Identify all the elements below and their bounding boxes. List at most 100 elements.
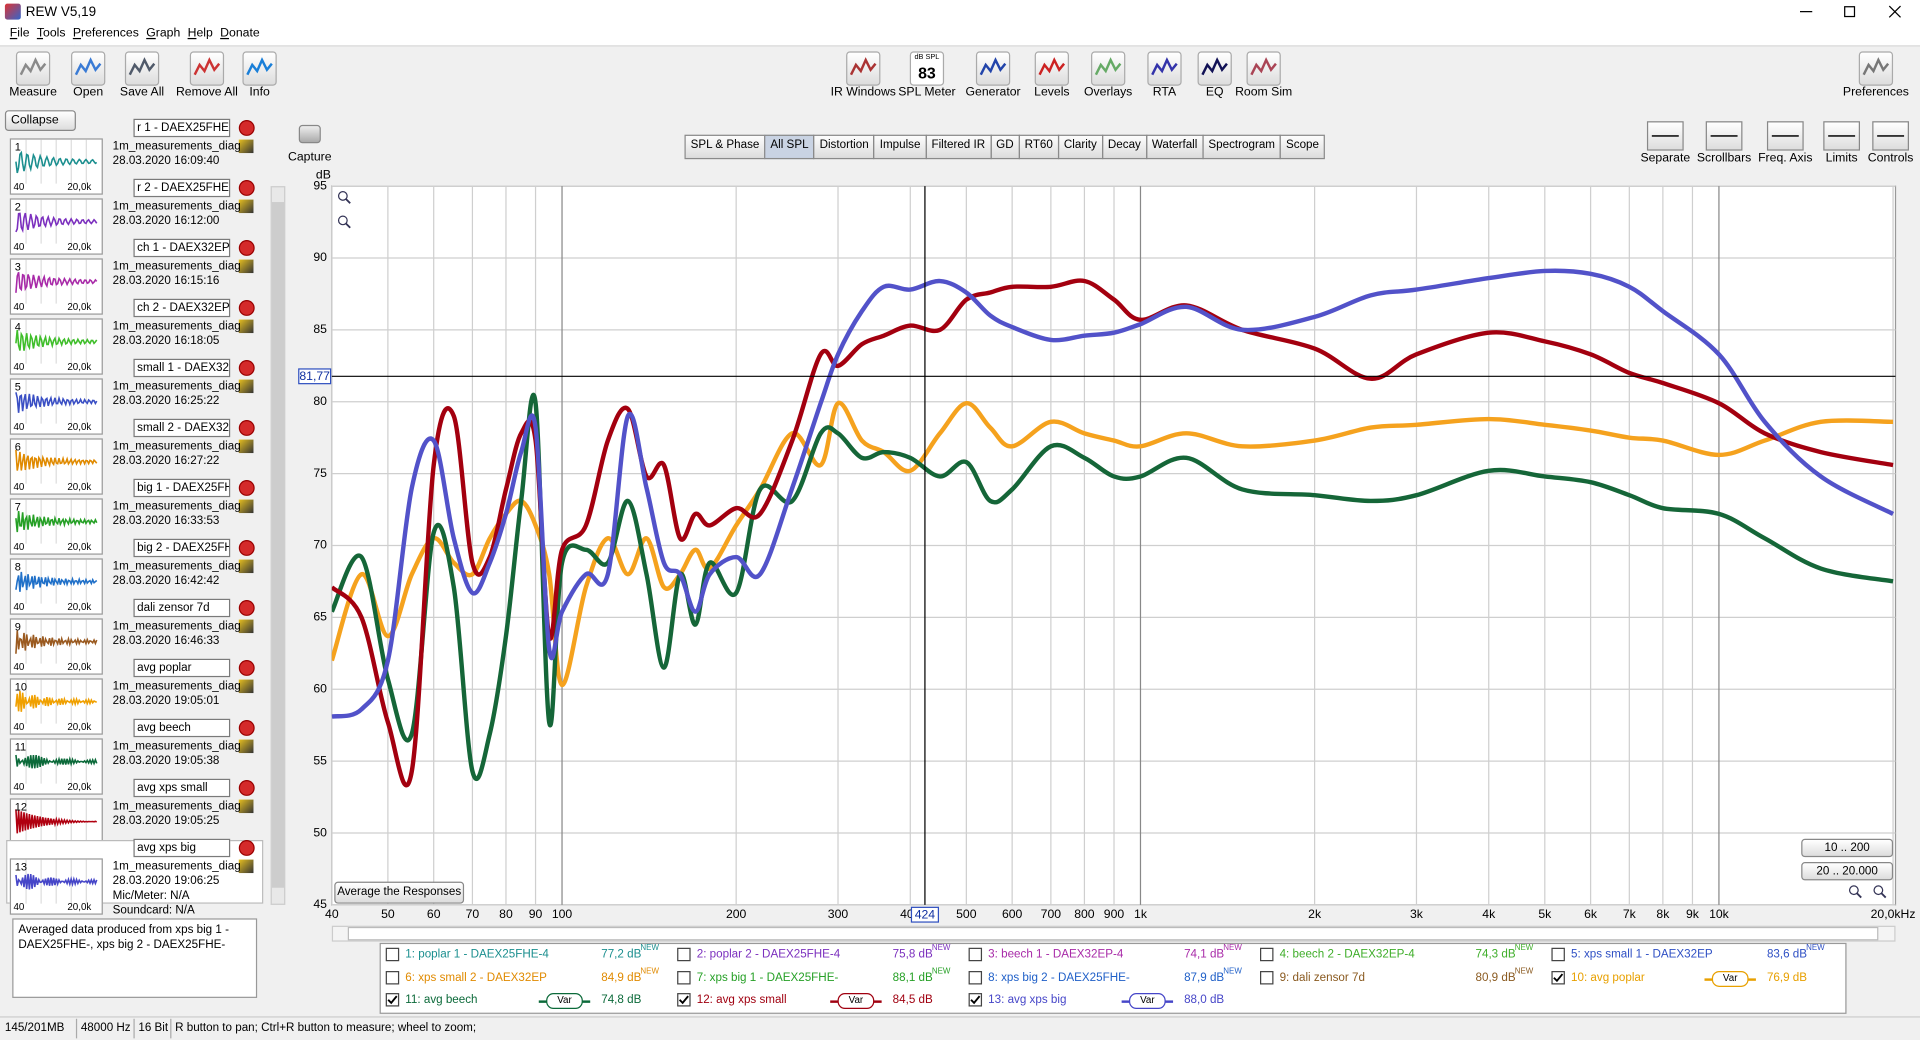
thumbnail[interactable]: 10 40 20,0k <box>9 678 103 735</box>
menu-item[interactable]: Graph <box>146 26 181 41</box>
name-field[interactable]: big 2 - DAEX25FHE- <box>133 538 231 558</box>
tool-button[interactable]: Freq. Axis <box>1751 121 1820 168</box>
checkbox[interactable] <box>968 970 983 984</box>
remove-button[interactable] <box>238 120 255 136</box>
var-badge[interactable]: Var <box>546 993 583 1009</box>
plot-scroll-thumb[interactable] <box>347 926 1879 941</box>
checkbox[interactable] <box>385 993 400 1007</box>
tab[interactable]: Impulse <box>873 134 927 160</box>
toolbar-button[interactable]: Preferences <box>1842 51 1911 107</box>
name-field[interactable]: small 2 - DAEX32EP <box>133 418 231 438</box>
var-badge[interactable]: Var <box>1128 993 1166 1009</box>
toolbar-button[interactable]: Remove All <box>173 51 242 107</box>
name-field[interactable]: avg beech <box>133 718 231 738</box>
remove-button[interactable] <box>238 780 255 796</box>
info-icon[interactable] <box>238 799 254 814</box>
remove-button[interactable] <box>238 660 255 676</box>
name-field[interactable]: avg xps small <box>133 778 231 798</box>
range-button[interactable]: 20 .. 20.000 <box>1801 862 1894 881</box>
toolbar-button[interactable]: dB SPL 83 SPL Meter <box>893 51 962 107</box>
info-icon[interactable] <box>238 199 254 214</box>
thumbnail[interactable]: 5 40 20,0k <box>9 378 103 435</box>
remove-button[interactable] <box>238 420 255 436</box>
tab[interactable]: Filtered IR <box>925 134 992 160</box>
checkbox[interactable] <box>677 993 691 1007</box>
info-icon[interactable] <box>238 139 254 154</box>
tool-button[interactable]: Controls <box>1856 121 1920 168</box>
tab[interactable]: Decay <box>1101 134 1147 160</box>
remove-button[interactable] <box>238 360 255 376</box>
info-icon[interactable] <box>238 859 254 874</box>
remove-button[interactable] <box>238 180 255 196</box>
toolbar-button[interactable]: Info <box>225 51 294 107</box>
thumbnail[interactable]: 7 40 20,0k <box>9 498 103 555</box>
toolbar-button[interactable]: Generator <box>959 51 1028 107</box>
remove-button[interactable] <box>238 540 255 556</box>
thumbnail[interactable]: 9 40 20,0k <box>9 618 103 675</box>
minimize-button[interactable] <box>1800 11 1813 13</box>
toolbar-button[interactable]: Open <box>54 51 123 107</box>
tab[interactable]: GD <box>990 134 1020 160</box>
tab[interactable]: RT60 <box>1018 134 1059 160</box>
var-badge[interactable]: Var <box>837 993 875 1009</box>
name-field[interactable]: ch 2 - DAEX32EP-4 <box>133 298 231 318</box>
tab[interactable]: Scope <box>1279 134 1326 160</box>
checkbox[interactable] <box>1260 970 1274 984</box>
toolbar-button[interactable]: RTA <box>1130 51 1199 107</box>
checkbox[interactable] <box>968 993 983 1007</box>
panel-scroll-thumb[interactable] <box>271 202 285 888</box>
toolbar-button[interactable]: Overlays <box>1074 51 1143 107</box>
info-icon[interactable] <box>238 739 254 754</box>
thumbnail[interactable]: 8 40 20,0k <box>9 558 103 615</box>
menu-item[interactable]: Donate <box>220 26 260 41</box>
info-icon[interactable] <box>238 679 254 694</box>
name-field[interactable]: ch 1 - DAEX32EP-4 <box>133 238 231 258</box>
maximize-button[interactable] <box>1844 6 1856 18</box>
name-field[interactable]: small 1 - DAEX32EP <box>133 358 231 378</box>
checkbox[interactable] <box>1551 970 1565 984</box>
info-icon[interactable] <box>238 379 254 394</box>
info-icon[interactable] <box>238 559 254 574</box>
toolbar-button[interactable]: Measure <box>0 51 67 107</box>
tool-button[interactable]: Limits <box>1807 121 1876 168</box>
tab[interactable]: SPL & Phase <box>684 134 766 160</box>
checkbox[interactable] <box>968 947 983 962</box>
checkbox[interactable] <box>385 970 400 984</box>
remove-button[interactable] <box>238 600 255 616</box>
info-icon[interactable] <box>238 319 254 334</box>
thumbnail[interactable]: 11 40 20,0k <box>9 738 103 795</box>
checkbox[interactable] <box>677 947 691 962</box>
toolbar-button[interactable]: EQ <box>1180 51 1249 107</box>
toolbar-button[interactable]: Save All <box>108 51 177 107</box>
info-icon[interactable] <box>238 259 254 274</box>
capture-button[interactable]: Capture <box>288 122 332 166</box>
thumbnail[interactable]: 1 40 20,0k <box>9 138 103 195</box>
menu-item[interactable]: File <box>9 26 30 41</box>
range-button[interactable]: 10 .. 200 <box>1801 838 1894 858</box>
menu-item[interactable]: Tools <box>36 26 66 41</box>
checkbox[interactable] <box>1260 947 1274 962</box>
toolbar-button[interactable]: IR Windows <box>829 51 898 107</box>
name-field[interactable]: r 2 - DAEX25FHE-4 <box>133 178 231 198</box>
menu-item[interactable]: Preferences <box>72 26 139 41</box>
remove-button[interactable] <box>238 480 255 496</box>
info-icon[interactable] <box>238 439 254 454</box>
thumbnail[interactable]: 4 40 20,0k <box>9 318 103 375</box>
remove-button[interactable] <box>238 840 255 856</box>
name-field[interactable]: dali zensor 7d <box>133 598 231 618</box>
remove-button[interactable] <box>238 240 255 256</box>
toolbar-button[interactable]: Room Sim <box>1229 51 1298 107</box>
name-field[interactable]: big 1 - DAEX25FHE- <box>133 478 231 498</box>
info-icon[interactable] <box>238 499 254 514</box>
tool-button[interactable]: Scrollbars <box>1690 121 1759 168</box>
tab[interactable]: Spectrogram <box>1202 134 1282 160</box>
info-icon[interactable] <box>238 619 254 634</box>
name-field[interactable]: avg xps big <box>133 838 231 858</box>
remove-button[interactable] <box>238 720 255 736</box>
checkbox[interactable] <box>1551 947 1565 962</box>
name-field[interactable]: avg poplar <box>133 658 231 678</box>
tab[interactable]: Distortion <box>813 134 875 160</box>
tab[interactable]: Waterfall <box>1145 134 1204 160</box>
checkbox[interactable] <box>385 947 400 962</box>
name-field[interactable]: r 1 - DAEX25FHE-4 <box>133 118 231 138</box>
